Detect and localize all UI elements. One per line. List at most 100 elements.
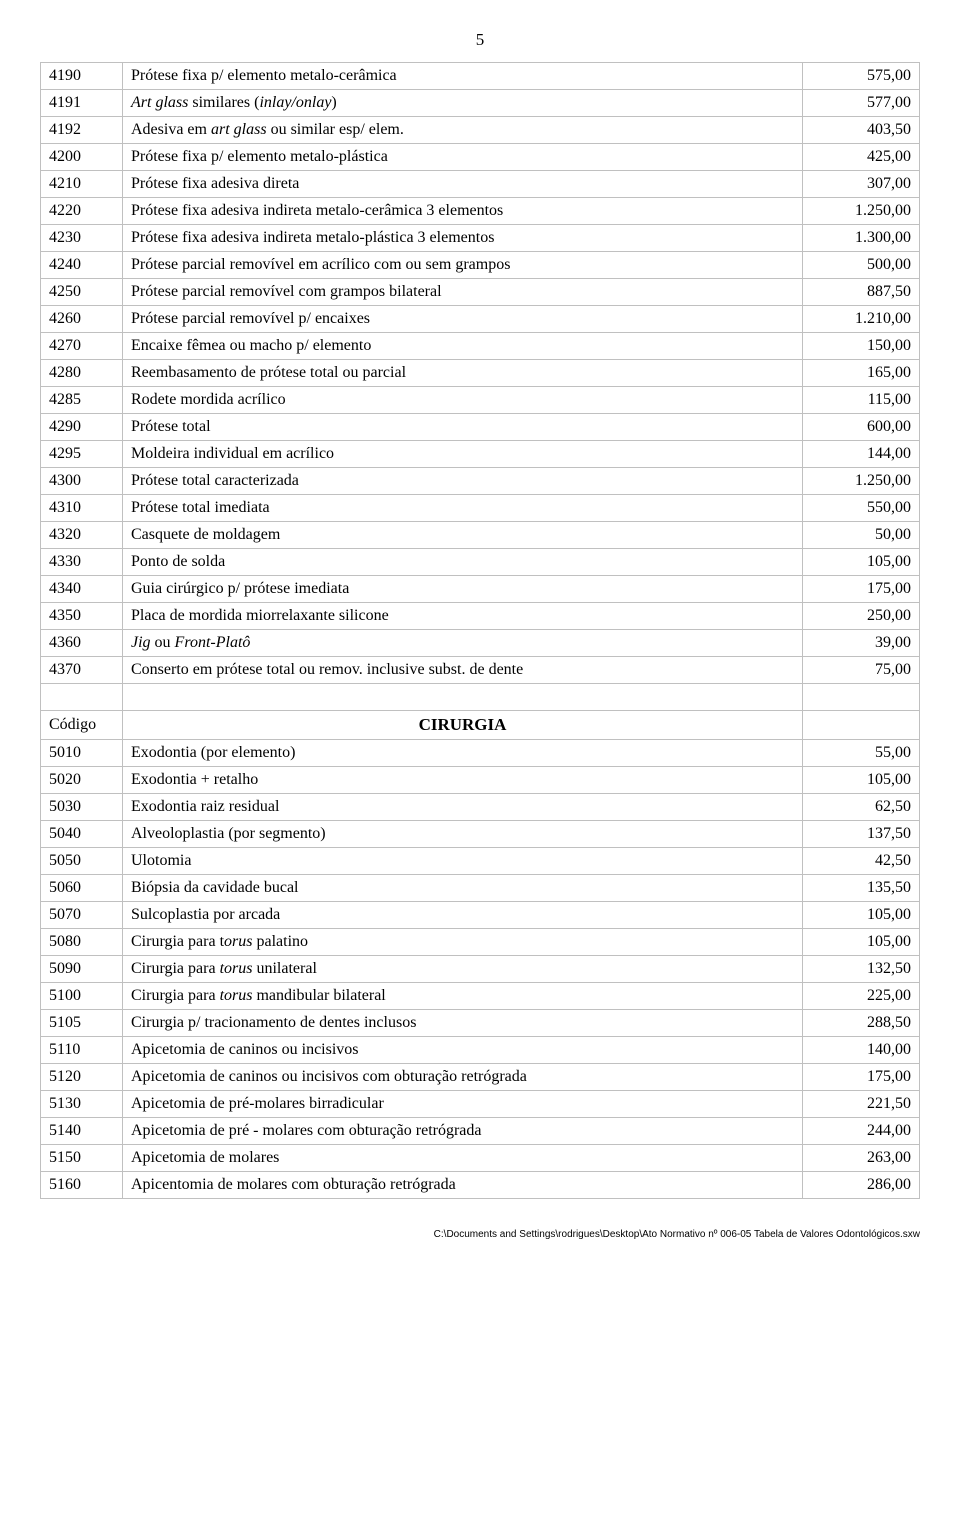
table-row: 4270Encaixe fêmea ou macho p/ elemento15…	[41, 333, 920, 360]
description-cell: Prótese fixa p/ elemento metalo-plástica	[123, 144, 803, 171]
table-row: 5140Apicetomia de pré - molares com obtu…	[41, 1118, 920, 1145]
code-cell: 5110	[41, 1037, 123, 1064]
value-cell: 62,50	[803, 794, 920, 821]
description-cell: Prótese fixa adesiva indireta metalo-plá…	[123, 225, 803, 252]
description-cell: Jig ou Front-Platô	[123, 630, 803, 657]
description-cell: Guia cirúrgico p/ prótese imediata	[123, 576, 803, 603]
table-row: 4370Conserto em prótese total ou remov. …	[41, 657, 920, 684]
code-cell: 5020	[41, 767, 123, 794]
description-cell: Apicetomia de pré-molares birradicular	[123, 1091, 803, 1118]
table-row: 5100Cirurgia para torus mandibular bilat…	[41, 983, 920, 1010]
description-cell: Prótese total	[123, 414, 803, 441]
value-cell: 575,00	[803, 63, 920, 90]
value-cell: 221,50	[803, 1091, 920, 1118]
description-cell: Apicetomia de caninos ou incisivos	[123, 1037, 803, 1064]
code-cell: 5030	[41, 794, 123, 821]
code-cell: 5100	[41, 983, 123, 1010]
value-cell: 1.250,00	[803, 198, 920, 225]
code-cell: 5050	[41, 848, 123, 875]
code-cell: 4360	[41, 630, 123, 657]
description-cell: Prótese total caracterizada	[123, 468, 803, 495]
code-cell: 4220	[41, 198, 123, 225]
table-row: 4250Prótese parcial removível com grampo…	[41, 279, 920, 306]
value-cell: 105,00	[803, 902, 920, 929]
code-cell: 4295	[41, 441, 123, 468]
description-cell: Cirurgia para torus unilateral	[123, 956, 803, 983]
spacer-row	[41, 684, 920, 711]
value-cell: 42,50	[803, 848, 920, 875]
table-row: 4350Placa de mordida miorrelaxante silic…	[41, 603, 920, 630]
value-cell: 288,50	[803, 1010, 920, 1037]
description-cell: Apicetomia de caninos ou incisivos com o…	[123, 1064, 803, 1091]
code-cell: 4192	[41, 117, 123, 144]
code-cell: 4230	[41, 225, 123, 252]
description-cell: Conserto em prótese total ou remov. incl…	[123, 657, 803, 684]
value-cell: 175,00	[803, 1064, 920, 1091]
table-row: 5070Sulcoplastia por arcada105,00	[41, 902, 920, 929]
code-cell: 4191	[41, 90, 123, 117]
value-cell: 403,50	[803, 117, 920, 144]
value-cell: 425,00	[803, 144, 920, 171]
code-cell: 4200	[41, 144, 123, 171]
value-cell: 137,50	[803, 821, 920, 848]
description-cell: Ulotomia	[123, 848, 803, 875]
description-cell: Alveoloplastia (por segmento)	[123, 821, 803, 848]
description-cell: Rodete mordida acrílico	[123, 387, 803, 414]
table-row: 4295Moldeira individual em acrílico144,0…	[41, 441, 920, 468]
description-cell: Apicetomia de pré - molares com obturaçã…	[123, 1118, 803, 1145]
value-cell: 550,00	[803, 495, 920, 522]
code-cell: 4330	[41, 549, 123, 576]
code-cell: 4350	[41, 603, 123, 630]
table-row: 5010Exodontia (por elemento)55,00	[41, 740, 920, 767]
table-row: 4200Prótese fixa p/ elemento metalo-plás…	[41, 144, 920, 171]
code-cell: 4260	[41, 306, 123, 333]
table-row: 4210Prótese fixa adesiva direta307,00	[41, 171, 920, 198]
table-row: 4192Adesiva em art glass ou similar esp/…	[41, 117, 920, 144]
code-cell: 4190	[41, 63, 123, 90]
value-cell: 263,00	[803, 1145, 920, 1172]
code-cell: 5040	[41, 821, 123, 848]
code-cell: 4340	[41, 576, 123, 603]
code-cell: 4280	[41, 360, 123, 387]
table-row: 4330Ponto de solda105,00	[41, 549, 920, 576]
description-cell: Prótese total imediata	[123, 495, 803, 522]
code-cell: 5105	[41, 1010, 123, 1037]
description-cell: Prótese fixa adesiva indireta metalo-cer…	[123, 198, 803, 225]
code-cell: 4250	[41, 279, 123, 306]
table-row: 5050Ulotomia42,50	[41, 848, 920, 875]
description-cell: Prótese parcial removível p/ encaixes	[123, 306, 803, 333]
table-row: 4191Art glass similares (inlay/onlay)577…	[41, 90, 920, 117]
table-row: 5110Apicetomia de caninos ou incisivos14…	[41, 1037, 920, 1064]
table-row: 4320Casquete de moldagem50,00	[41, 522, 920, 549]
table-row: 5020Exodontia + retalho105,00	[41, 767, 920, 794]
value-cell: 1.210,00	[803, 306, 920, 333]
value-cell: 55,00	[803, 740, 920, 767]
description-cell: Apicentomia de molares com obturação ret…	[123, 1172, 803, 1199]
code-cell: 5010	[41, 740, 123, 767]
code-cell: 5070	[41, 902, 123, 929]
description-cell: Cirurgia para torus mandibular bilateral	[123, 983, 803, 1010]
page-number: 5	[40, 30, 920, 50]
section-header-row: CódigoCIRURGIA	[41, 711, 920, 740]
description-cell: Exodontia (por elemento)	[123, 740, 803, 767]
code-cell: 5060	[41, 875, 123, 902]
table-row: 4230Prótese fixa adesiva indireta metalo…	[41, 225, 920, 252]
value-cell: 150,00	[803, 333, 920, 360]
value-cell: 165,00	[803, 360, 920, 387]
table-row: 4340Guia cirúrgico p/ prótese imediata17…	[41, 576, 920, 603]
table-row: 5130Apicetomia de pré-molares birradicul…	[41, 1091, 920, 1118]
description-cell: Prótese parcial removível com grampos bi…	[123, 279, 803, 306]
value-cell: 105,00	[803, 549, 920, 576]
value-cell: 307,00	[803, 171, 920, 198]
table-row: 4300Prótese total caracterizada1.250,00	[41, 468, 920, 495]
table-row: 5105Cirurgia p/ tracionamento de dentes …	[41, 1010, 920, 1037]
value-cell: 39,00	[803, 630, 920, 657]
description-cell: Adesiva em art glass ou similar esp/ ele…	[123, 117, 803, 144]
code-cell: 4210	[41, 171, 123, 198]
value-cell: 1.250,00	[803, 468, 920, 495]
value-cell: 1.300,00	[803, 225, 920, 252]
code-cell: 4270	[41, 333, 123, 360]
footer-path: C:\Documents and Settings\rodrigues\Desk…	[40, 1229, 920, 1240]
description-cell: Exodontia + retalho	[123, 767, 803, 794]
table-row: 5060Biópsia da cavidade bucal135,50	[41, 875, 920, 902]
